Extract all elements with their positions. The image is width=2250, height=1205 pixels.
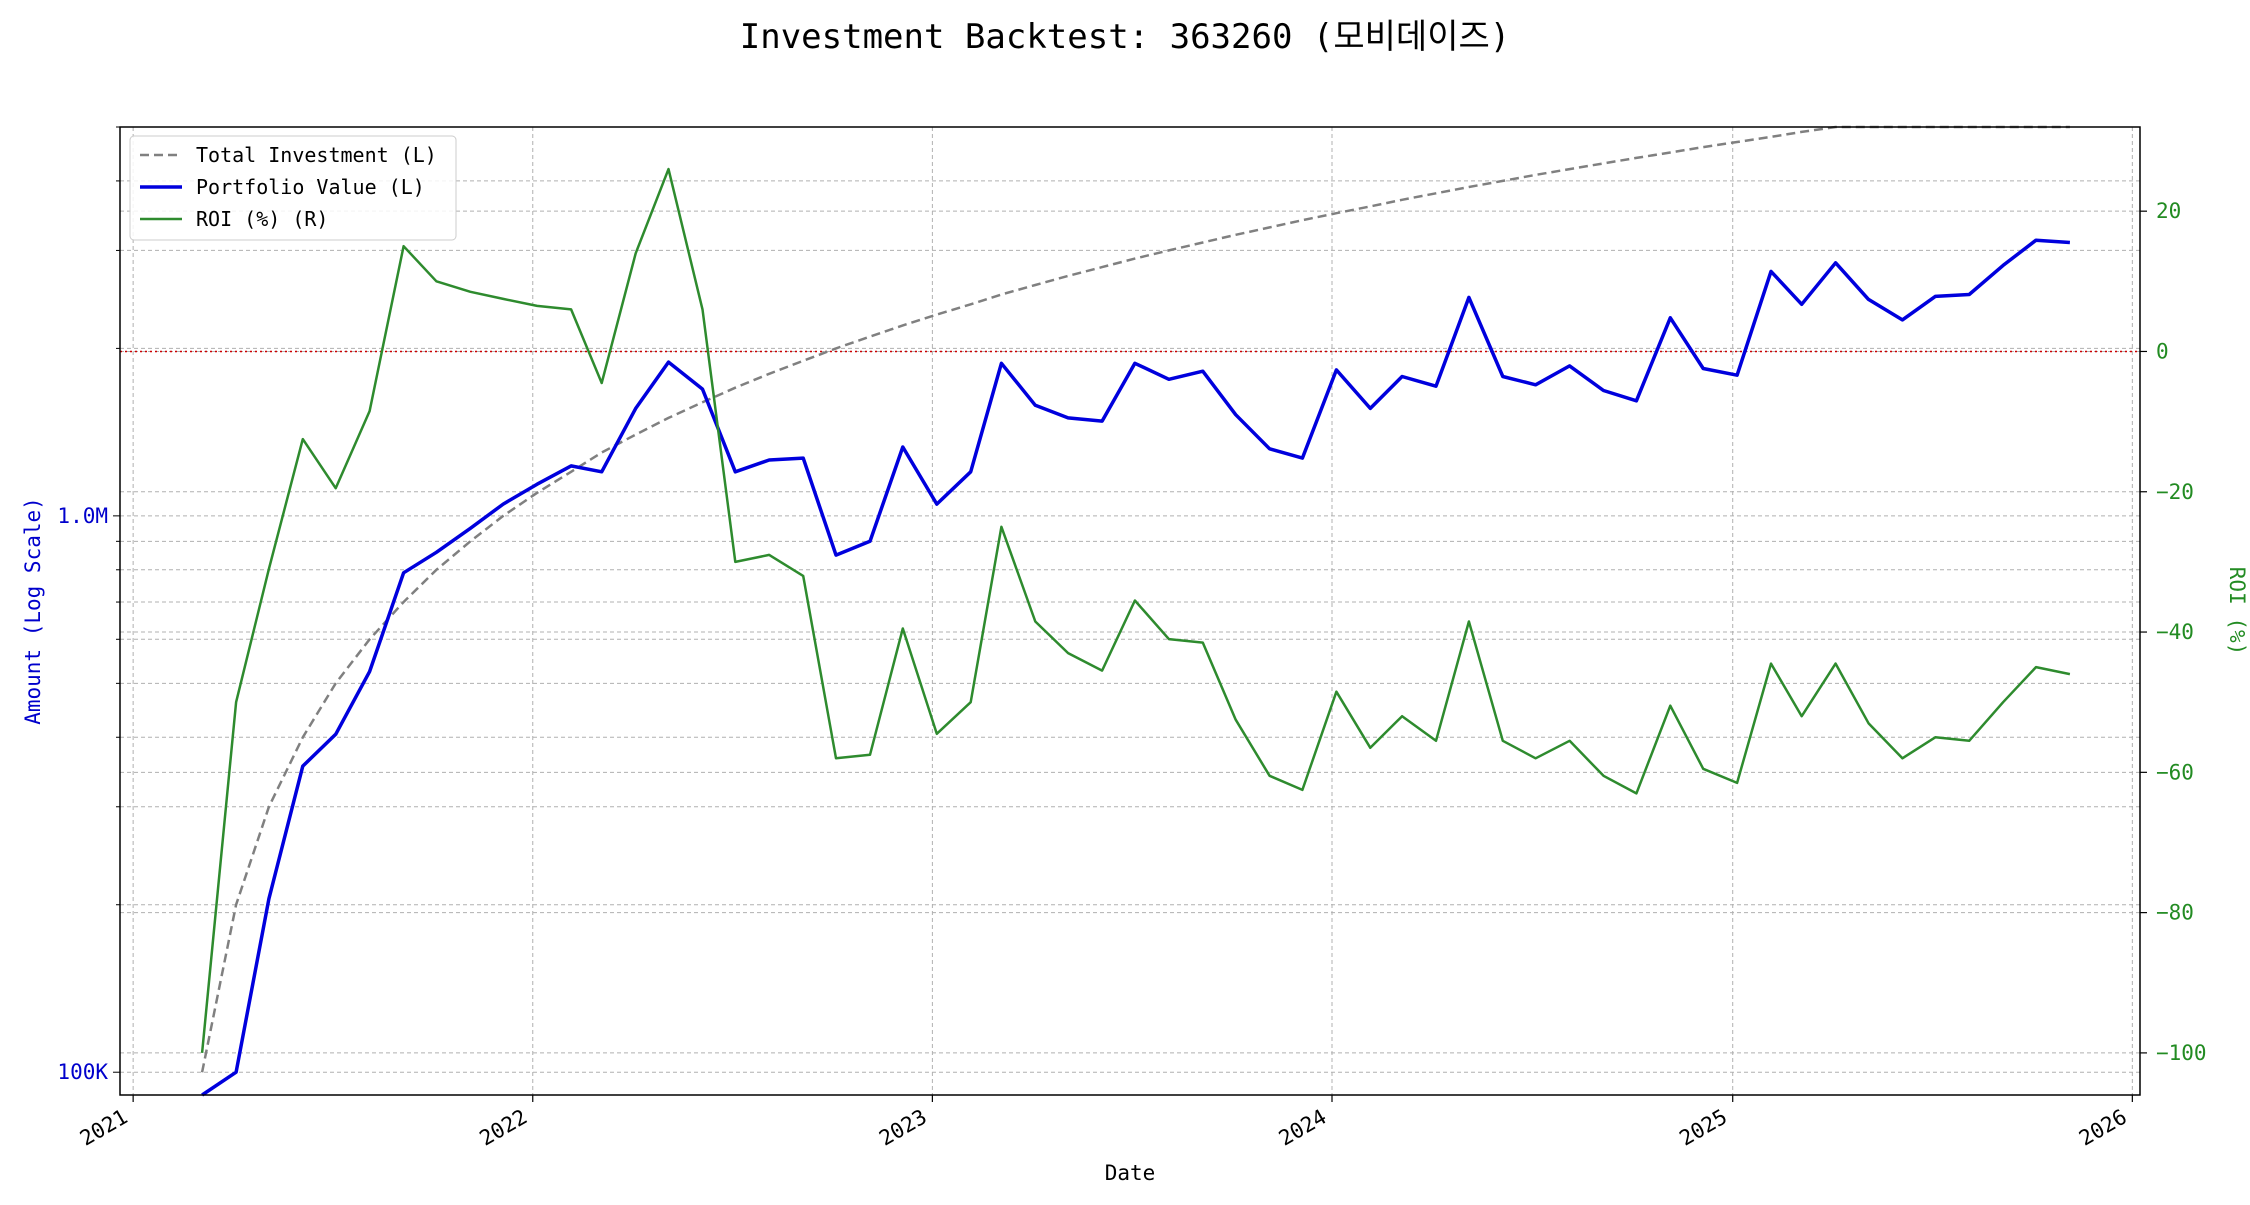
chart-title: Investment Backtest: 363260 (모비데이즈) (740, 17, 1511, 57)
left-axis-ticks: 100K 1.0M (57, 126, 120, 1084)
legend-label-total-investment: Total Investment (L) (196, 143, 437, 167)
series-line-portfolio-value-l (201, 238, 2071, 1097)
right-tick-label: 20 (2156, 199, 2181, 223)
right-tick-label: −100 (2156, 1041, 2207, 1065)
right-tick-label: −60 (2156, 760, 2194, 784)
right-tick-label: −40 (2156, 620, 2194, 644)
x-axis-ticks: 2021 2022 2023 2024 2025 2026 (76, 1095, 2133, 1151)
right-axis-ticks: 20 0 −20 −40 −60 −80 −100 (2140, 199, 2207, 1065)
x-tick-label: 2024 (1275, 1105, 1331, 1151)
plot-area-frame (119, 126, 2141, 1096)
x-tick-label: 2023 (875, 1105, 931, 1151)
legend-label-roi: ROI (%) (R) (196, 207, 328, 231)
series-lines (200, 125, 2071, 1097)
x-tick-label: 2025 (1675, 1105, 1731, 1151)
x-tick-label: 2022 (475, 1105, 531, 1151)
legend-label-portfolio-value: Portfolio Value (L) (196, 175, 425, 199)
x-tick-label: 2026 (2075, 1105, 2131, 1151)
right-tick-label: −20 (2156, 480, 2194, 504)
left-tick-label: 100K (57, 1060, 108, 1084)
legend: Total Investment (L) Portfolio Value (L)… (129, 135, 457, 241)
series-line-roi-r (200, 167, 2071, 1054)
grid-lines (120, 126, 2140, 1095)
x-tick-label: 2021 (76, 1105, 132, 1151)
right-tick-label: 0 (2156, 339, 2169, 363)
right-tick-label: −80 (2156, 901, 2194, 925)
series-line-total-investment-l (200, 125, 2070, 1073)
legend-box (129, 135, 457, 241)
right-axis-label: ROI (%) (2225, 567, 2249, 656)
left-tick-label: 1.0M (57, 504, 108, 528)
left-axis-label: Amount (Log Scale) (21, 497, 45, 725)
x-axis-label: Date (1105, 1161, 1156, 1185)
